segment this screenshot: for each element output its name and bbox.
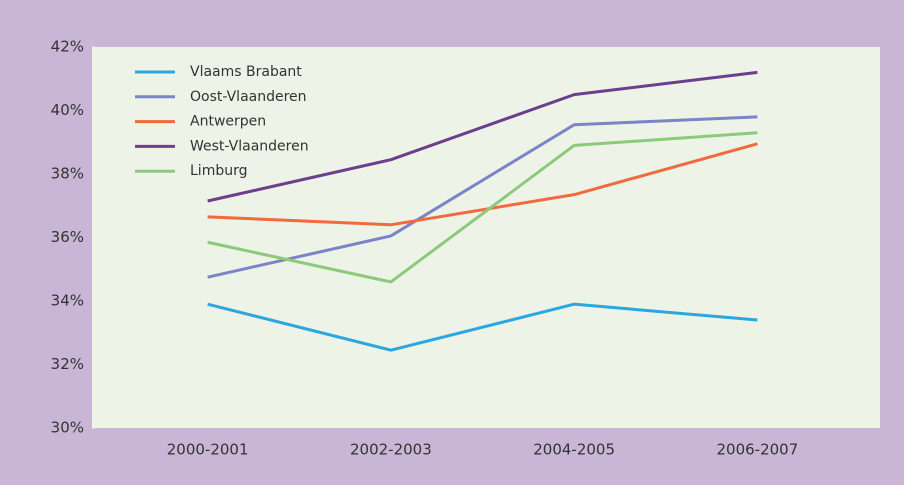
series-line	[207, 302, 758, 352]
y-tick-label: 42%	[51, 38, 84, 56]
x-tick-label: 2000-2001	[167, 441, 249, 459]
plot-area	[92, 47, 880, 428]
y-tick-label: 38%	[51, 165, 84, 183]
legend-label: West-Vlaanderen	[190, 138, 309, 154]
y-tick-label: 36%	[51, 228, 84, 246]
y-tick-label: 32%	[51, 355, 84, 373]
legend-label: Vlaams Brabant	[190, 64, 302, 80]
series-line	[207, 70, 758, 203]
x-tick-label: 2006-2007	[716, 441, 798, 459]
x-tick-label: 2004-2005	[533, 441, 615, 459]
series-line	[207, 142, 758, 227]
series-line	[207, 115, 758, 279]
legend-label: Antwerpen	[190, 114, 266, 130]
y-tick-label: 30%	[51, 419, 84, 437]
legend-label: Limburg	[190, 163, 247, 179]
y-tick-label: 34%	[51, 292, 84, 310]
legend-label: Oost-Vlaanderen	[190, 89, 307, 105]
x-tick-label: 2002-2003	[350, 441, 432, 459]
series-line	[207, 131, 758, 284]
y-tick-label: 40%	[51, 101, 84, 119]
